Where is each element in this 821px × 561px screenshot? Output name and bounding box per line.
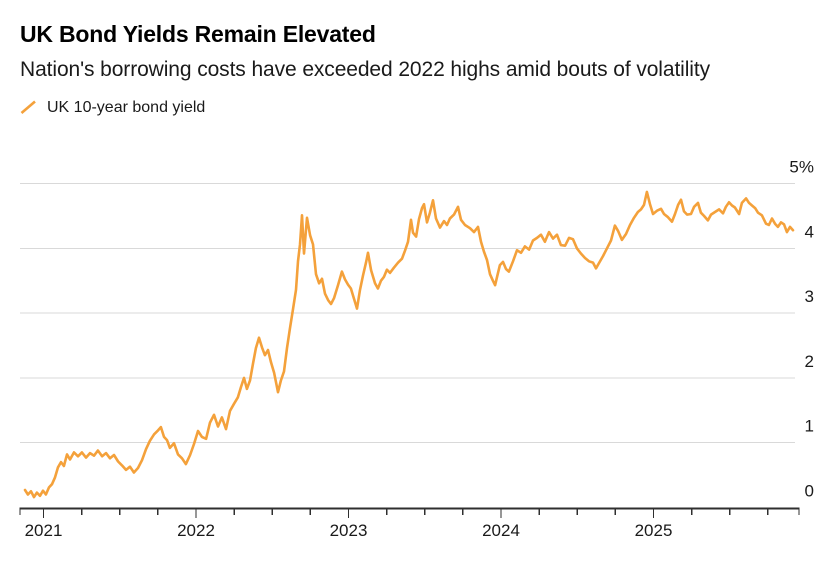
x-tick-label-2025: 2025 (635, 521, 673, 540)
chart-title: UK Bond Yields Remain Elevated (20, 21, 376, 47)
legend: UK 10-year bond yield (20, 99, 800, 117)
y-tick-label-2: 2 (805, 352, 814, 371)
y-tick-label-1: 1 (805, 417, 814, 436)
yield-line (23, 190, 795, 499)
y-tick-label-5: 5% (789, 158, 814, 177)
y-tick-label-3: 3 (805, 287, 814, 306)
y-tick-label-0: 0 (805, 482, 814, 501)
legend-slash-icon (20, 100, 37, 115)
chart-subtitle: Nation's borrowing costs have exceeded 2… (20, 58, 711, 82)
x-tick-label-2021: 2021 (25, 521, 63, 540)
y-tick-label-4: 4 (805, 222, 814, 241)
x-tick-label-2023: 2023 (330, 521, 368, 540)
legend-label: UK 10-year bond yield (47, 98, 206, 116)
chart-header: UK Bond Yields Remain Elevated Nation's … (20, 21, 800, 117)
x-tick-label-2024: 2024 (482, 521, 520, 540)
x-tick-label-2022: 2022 (177, 521, 215, 540)
